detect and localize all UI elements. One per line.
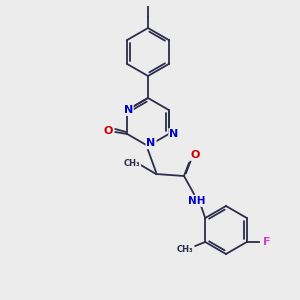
Text: NH: NH <box>188 196 206 206</box>
Text: N: N <box>124 105 133 115</box>
Text: O: O <box>103 126 113 136</box>
Text: F: F <box>263 237 271 247</box>
Text: CH₃: CH₃ <box>124 158 140 167</box>
Text: N: N <box>169 129 178 139</box>
Text: O: O <box>190 150 200 160</box>
Text: CH₃: CH₃ <box>177 244 194 253</box>
Text: N: N <box>146 138 156 148</box>
